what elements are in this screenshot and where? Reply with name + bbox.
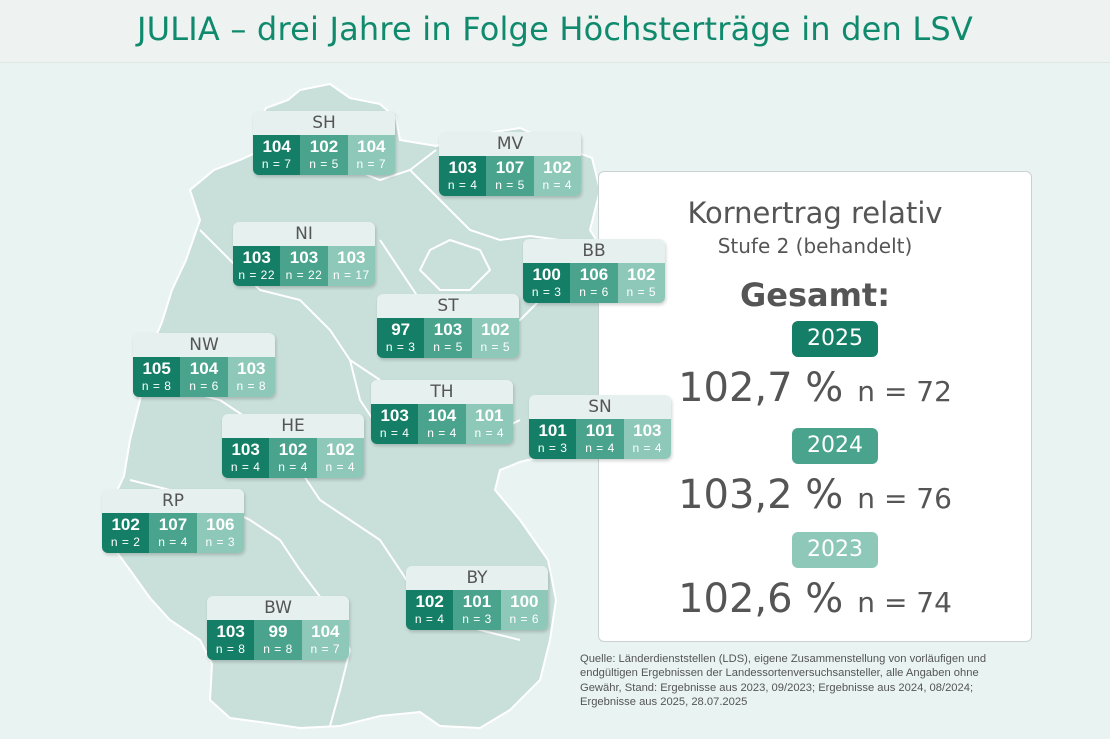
state-value-2023: 102 n = 5 <box>617 263 665 303</box>
state-value-2025: 103 n = 8 <box>207 620 255 660</box>
state-code: NW <box>133 333 275 357</box>
state-card-st: ST 97 n = 3 103 n = 5 102 n = 5 <box>377 294 519 358</box>
state-value-2025: 103 n = 4 <box>222 438 270 478</box>
page-title: JULIA – drei Jahre in Folge Höchsterträg… <box>136 10 974 48</box>
total-label: Gesamt: <box>739 276 891 314</box>
state-value-2024: 101 n = 4 <box>576 419 624 459</box>
state-code: RP <box>102 489 244 513</box>
state-value-2025: 100 n = 3 <box>523 263 571 303</box>
state-code: NI <box>233 222 375 246</box>
info-heading: Kornertrag relativ <box>687 196 943 230</box>
state-value-2024: 101 n = 3 <box>453 590 501 630</box>
state-code: HE <box>222 414 364 438</box>
state-card-mv: MV 103 n = 4 107 n = 5 102 n = 4 <box>439 132 581 196</box>
state-card-ni: NI 103 n = 22 103 n = 22 103 n = 17 <box>233 222 375 286</box>
state-value-2023: 104 n = 7 <box>301 620 349 660</box>
year-value: 102,7 % <box>678 365 844 411</box>
state-card-nw: NW 105 n = 8 104 n = 6 103 n = 8 <box>133 333 275 397</box>
state-value-2023: 103 n = 8 <box>227 357 275 397</box>
state-value-2023: 101 n = 4 <box>465 404 513 444</box>
state-value-2023: 104 n = 7 <box>347 135 395 175</box>
year-value: 103,2 % <box>678 472 844 518</box>
info-subheading: Stufe 2 (behandelt) <box>717 234 913 258</box>
source-note: Quelle: Länderdienststellen (LDS), eigen… <box>580 653 987 708</box>
state-value-2023: 103 n = 17 <box>327 246 375 286</box>
state-code: MV <box>439 132 581 156</box>
state-value-2025: 103 n = 22 <box>233 246 281 286</box>
year-result-2023: 102,6 % n = 74 <box>599 576 1031 622</box>
state-card-th: TH 103 n = 4 104 n = 4 101 n = 4 <box>371 380 513 444</box>
state-code: SH <box>253 111 395 135</box>
state-value-2025: 103 n = 4 <box>371 404 419 444</box>
year-count: n = 76 <box>857 482 952 515</box>
state-value-2024: 106 n = 6 <box>570 263 618 303</box>
year-count: n = 74 <box>857 586 952 619</box>
state-code: BY <box>406 566 548 590</box>
state-code: TH <box>371 380 513 404</box>
state-value-2025: 104 n = 7 <box>253 135 301 175</box>
state-code: BB <box>523 239 665 263</box>
state-card-by: BY 102 n = 4 101 n = 3 100 n = 6 <box>406 566 548 630</box>
state-value-2025: 102 n = 2 <box>102 513 150 553</box>
year-badge-2024: 2024 <box>792 428 878 464</box>
state-card-sh: SH 104 n = 7 102 n = 5 104 n = 7 <box>253 111 395 175</box>
state-value-2023: 102 n = 5 <box>471 318 519 358</box>
state-value-2024: 104 n = 4 <box>418 404 466 444</box>
state-card-rp: RP 102 n = 2 107 n = 4 106 n = 3 <box>102 489 244 553</box>
state-value-2025: 97 n = 3 <box>377 318 425 358</box>
state-value-2024: 102 n = 4 <box>269 438 317 478</box>
year-badge-2025: 2025 <box>792 321 878 357</box>
state-value-2025: 101 n = 3 <box>529 419 577 459</box>
state-code: SN <box>529 395 671 419</box>
state-value-2024: 104 n = 6 <box>180 357 228 397</box>
state-value-2023: 106 n = 3 <box>196 513 244 553</box>
state-value-2024: 107 n = 5 <box>486 156 534 196</box>
year-result-2024: 103,2 % n = 76 <box>599 472 1031 518</box>
state-value-2025: 103 n = 4 <box>439 156 487 196</box>
state-value-2025: 105 n = 8 <box>133 357 181 397</box>
state-card-bw: BW 103 n = 8 99 n = 8 104 n = 7 <box>207 596 349 660</box>
state-value-2024: 103 n = 5 <box>424 318 472 358</box>
year-result-2025: 102,7 % n = 72 <box>599 365 1031 411</box>
state-card-bb: BB 100 n = 3 106 n = 6 102 n = 5 <box>523 239 665 303</box>
state-card-he: HE 103 n = 4 102 n = 4 102 n = 4 <box>222 414 364 478</box>
year-badge-2023: 2023 <box>792 532 878 568</box>
year-value: 102,6 % <box>678 576 844 622</box>
state-value-2024: 99 n = 8 <box>254 620 302 660</box>
state-value-2024: 107 n = 4 <box>149 513 197 553</box>
state-value-2024: 102 n = 5 <box>300 135 348 175</box>
state-code: ST <box>377 294 519 318</box>
state-value-2023: 100 n = 6 <box>500 590 548 630</box>
state-value-2024: 103 n = 22 <box>280 246 328 286</box>
header-bar: JULIA – drei Jahre in Folge Höchsterträg… <box>0 0 1110 63</box>
state-value-2023: 103 n = 4 <box>623 419 671 459</box>
state-value-2023: 102 n = 4 <box>316 438 364 478</box>
state-value-2025: 102 n = 4 <box>406 590 454 630</box>
year-count: n = 72 <box>857 375 952 408</box>
state-value-2023: 102 n = 4 <box>533 156 581 196</box>
state-card-sn: SN 101 n = 3 101 n = 4 103 n = 4 <box>529 395 671 459</box>
state-code: BW <box>207 596 349 620</box>
